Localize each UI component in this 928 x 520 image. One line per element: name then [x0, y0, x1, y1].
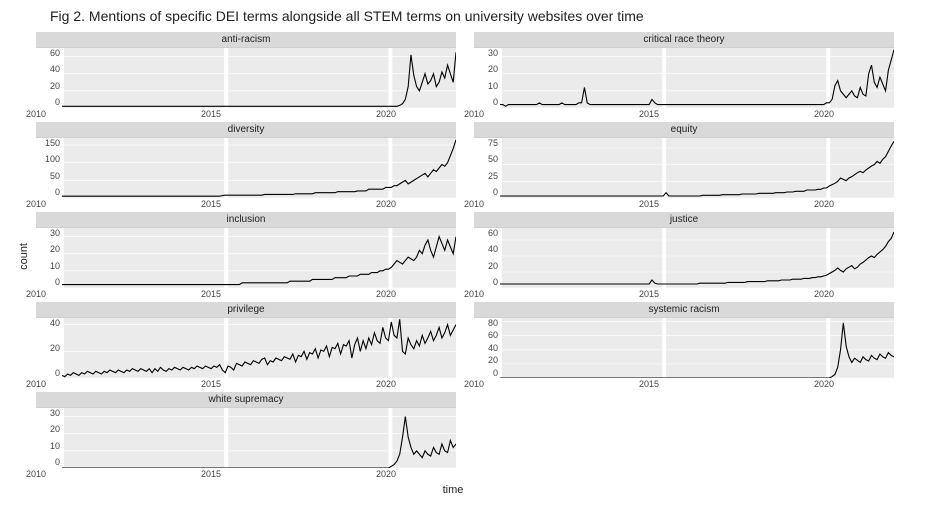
facet-strip-label: anti-racism: [36, 32, 456, 48]
plot-area: [62, 408, 456, 468]
facet-strip-label: justice: [474, 212, 894, 228]
plot-area: [500, 228, 894, 288]
facet-panel: equity7550250201020152020: [474, 122, 894, 210]
x-tick-labels: 201020152020: [474, 199, 894, 210]
x-tick-labels: 201020152020: [36, 109, 456, 120]
plot-area: [500, 318, 894, 378]
facet-panel: inclusion3020100201020152020: [36, 212, 456, 300]
y-axis-label-cell: count: [12, 32, 36, 482]
y-tick-labels: 806040200: [474, 318, 500, 378]
series-line: [62, 319, 456, 376]
facet-panel: privilege40200201020152020: [36, 302, 456, 390]
facet-panel: systemic racism806040200201020152020: [474, 302, 894, 390]
series-line: [62, 52, 456, 106]
figure-title: Fig 2. Mentions of specific DEI terms al…: [50, 8, 916, 26]
x-tick-labels: 201020152020: [474, 379, 894, 390]
plot-area: [62, 228, 456, 288]
y-tick-labels: 3020100: [474, 48, 500, 108]
y-tick-labels: 150100500: [36, 138, 62, 198]
series-line: [500, 141, 894, 196]
plot-area: [62, 138, 456, 198]
plot-area: [62, 48, 456, 108]
series-line: [62, 416, 456, 467]
y-tick-labels: 3020100: [36, 228, 62, 288]
plot-area: [500, 48, 894, 108]
facet-panel: diversity150100500201020152020: [36, 122, 456, 210]
x-tick-labels: 201020152020: [36, 289, 456, 300]
facet-strip-label: systemic racism: [474, 302, 894, 318]
facet-grid: count anti-racism6040200201020152020crit…: [12, 32, 916, 496]
plot-area: [62, 318, 456, 378]
series-line: [500, 322, 894, 377]
x-tick-labels: 201020152020: [36, 469, 456, 480]
x-axis-label: time: [12, 484, 894, 496]
y-tick-labels: 6040200: [36, 48, 62, 108]
x-tick-labels: 201020152020: [474, 109, 894, 120]
x-tick-labels: 201020152020: [474, 289, 894, 300]
facet-panel: justice6040200201020152020: [474, 212, 894, 300]
y-tick-labels: 40200: [36, 318, 62, 378]
x-tick-labels: 201020152020: [36, 199, 456, 210]
series-line: [62, 236, 456, 284]
y-tick-labels: 6040200: [474, 228, 500, 288]
y-tick-labels: 7550250: [474, 138, 500, 198]
facet-strip-label: privilege: [36, 302, 456, 318]
facet-panel: anti-racism6040200201020152020: [36, 32, 456, 120]
x-tick-labels: 201020152020: [36, 379, 456, 390]
facet-panel: white supremacy3020100201020152020: [36, 392, 456, 480]
plot-area: [500, 138, 894, 198]
facet-panel: critical race theory3020100201020152020: [474, 32, 894, 120]
facet-strip-label: equity: [474, 122, 894, 138]
facet-strip-label: critical race theory: [474, 32, 894, 48]
facet-strip-label: diversity: [36, 122, 456, 138]
facet-strip-label: white supremacy: [36, 392, 456, 408]
y-axis-label: count: [18, 243, 30, 270]
facet-strip-label: inclusion: [36, 212, 456, 228]
series-line: [500, 49, 894, 106]
series-line: [62, 139, 456, 195]
y-tick-labels: 3020100: [36, 408, 62, 468]
